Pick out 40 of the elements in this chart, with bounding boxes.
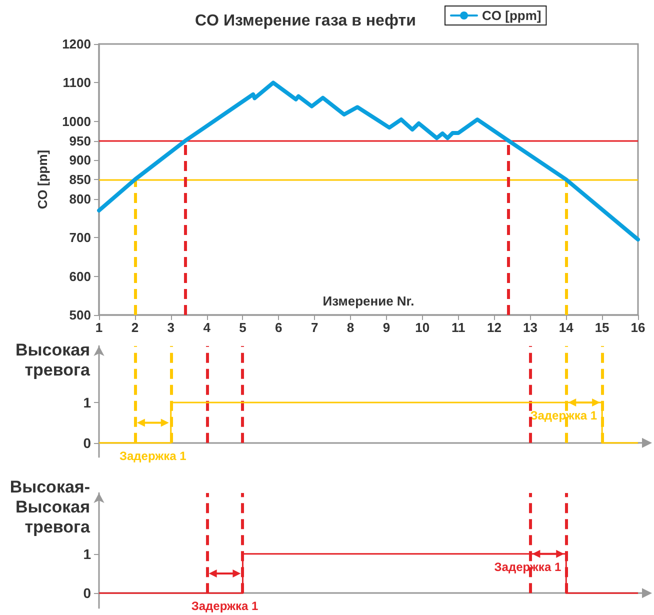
y-tick-label: 1 (83, 546, 92, 562)
y-tick-label: 1000 (62, 114, 91, 129)
x-tick-label: 15 (594, 320, 610, 335)
x-tick-label: 12 (487, 320, 502, 335)
x-tick-label: 9 (382, 320, 390, 335)
y-tick-label: 600 (69, 268, 91, 284)
y-tick-label: 1100 (62, 75, 91, 90)
x-tick-label: 11 (451, 320, 466, 335)
y-axis-title: Высокая тревога (15, 340, 91, 380)
y-axis-title: CO [ppm] (35, 150, 50, 210)
y-tick-label: 0 (83, 434, 92, 451)
x-tick-label: 8 (346, 320, 354, 335)
x-tick-label: 4 (203, 320, 212, 335)
x-tick-label: 10 (415, 320, 430, 335)
x-tick-label: 13 (522, 320, 538, 335)
y-tick-label: 500 (69, 308, 91, 322)
legend-label: CO [ppm] (482, 8, 542, 23)
y-tick-label: 800 (69, 191, 91, 206)
x-tick-label: 16 (630, 320, 646, 335)
chart-title: CO Измерение газа в нефти (195, 12, 416, 30)
x-tick-label: 2 (131, 320, 139, 335)
y-tick-label: 1200 (62, 36, 91, 52)
y-tick-label: 0 (83, 585, 92, 602)
x-tick-label: 14 (558, 320, 574, 335)
x-tick-label: 1 (95, 320, 103, 335)
y-tick-label: 700 (69, 230, 91, 246)
y-tick-label: 950 (69, 133, 91, 148)
x-tick-label: 3 (167, 320, 174, 335)
x-tick-label: 6 (275, 320, 282, 335)
annotation: Задержка 1 (494, 560, 562, 574)
x-tick-label: 5 (239, 320, 246, 335)
annotation: Задержка 1 (191, 599, 259, 614)
y-tick-label: 1 (83, 394, 92, 411)
annotation: Задержка 1 (119, 448, 187, 463)
x-tick-label: 7 (310, 320, 318, 335)
y-axis-title: Высокая-Высокая тревога (10, 478, 91, 536)
y-tick-label: 900 (69, 152, 91, 168)
annotation: Задержка 1 (530, 408, 598, 423)
y-tick-label: 850 (69, 172, 91, 187)
x-axis-title: Измерение Nr. (322, 294, 414, 308)
